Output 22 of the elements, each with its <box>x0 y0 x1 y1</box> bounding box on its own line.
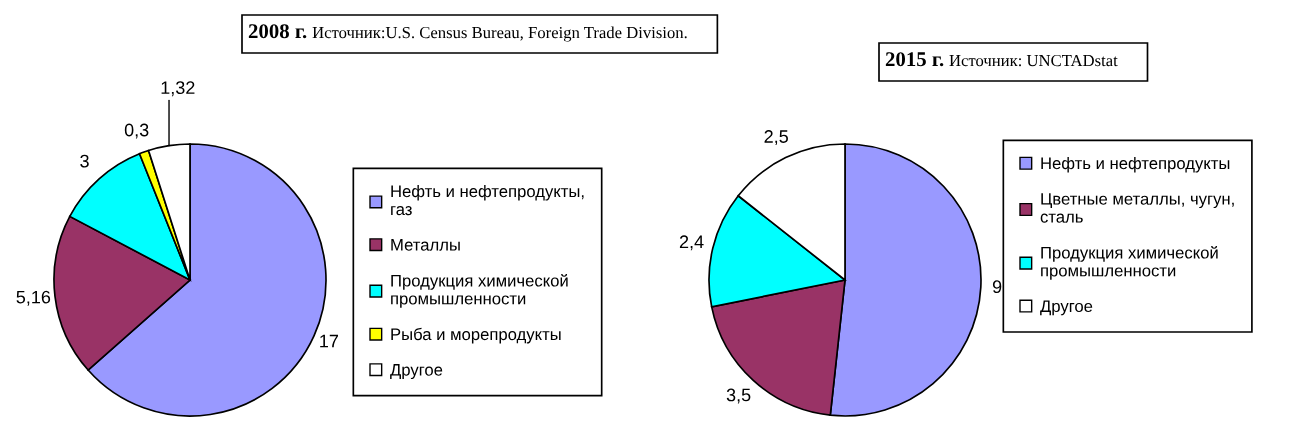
legend-label: Нефть и нефтепродукты, газ <box>391 185 584 216</box>
data-label: 3,5 <box>726 388 751 404</box>
legend-label: Другое <box>390 364 443 380</box>
data-label: 3 <box>80 154 89 168</box>
legend-label: Нефть и нефтепродукты <box>1041 157 1230 173</box>
data-label: 1,32 <box>161 81 195 97</box>
data-label: 5,16 <box>16 290 51 306</box>
legend-label: Металлы <box>391 239 460 251</box>
chart-subtitle: Источник: UNCTADstat <box>949 54 1118 67</box>
data-label: 2,5 <box>764 130 788 146</box>
chart-title: 2015 г. <box>885 52 944 67</box>
chart-title: 2008 г. <box>248 24 307 39</box>
legend-label: Цветные металлы, чугун, сталь <box>1040 193 1234 223</box>
legend-label: Рыба и морепродукты <box>391 327 561 344</box>
data-label: 2,4 <box>679 235 704 251</box>
legend-label: Продукция химической промышленности <box>391 274 568 308</box>
data-label: 17 <box>320 334 338 348</box>
data-label: 9 <box>992 280 1002 294</box>
legend-label: Продукция химической промышленности <box>1041 246 1218 280</box>
data-label: 0,3 <box>124 123 149 139</box>
legend-label: Другое <box>1040 300 1093 316</box>
chart-subtitle: Источник:U.S. Census Bureau, Foreign Trade Division. <box>312 26 687 42</box>
